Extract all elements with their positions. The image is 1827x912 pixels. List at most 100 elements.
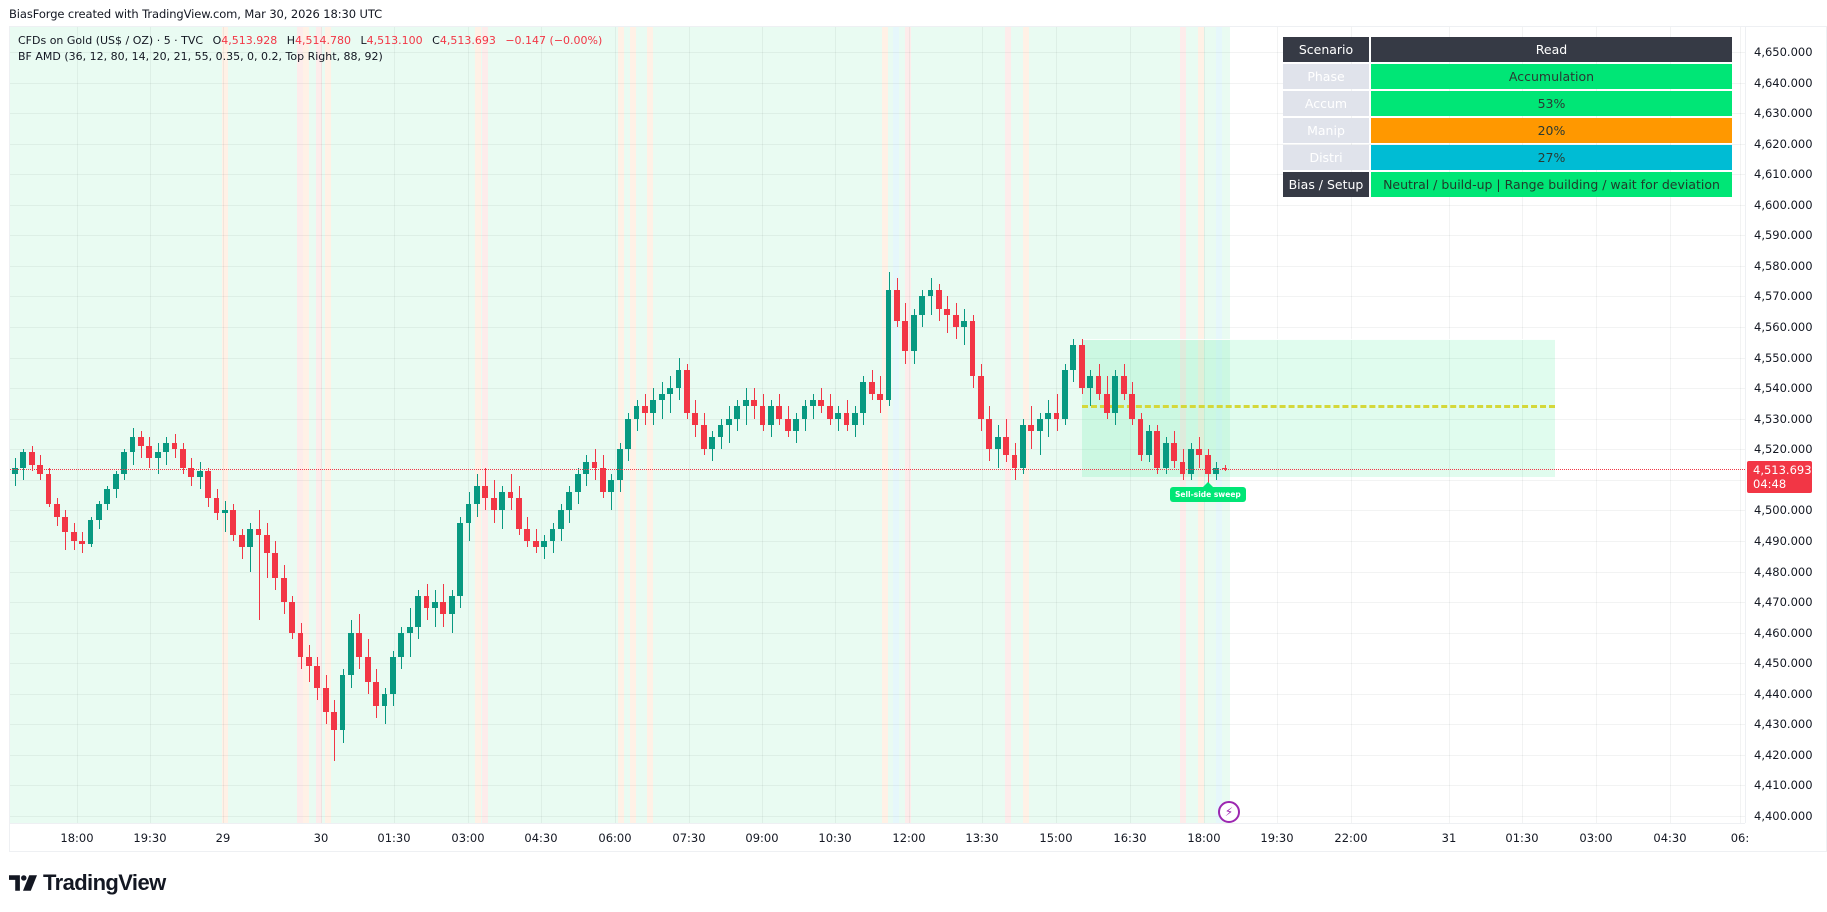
open-label: O: [212, 34, 222, 47]
lightning-icon[interactable]: ⚡: [1218, 801, 1240, 823]
last-price-line: [10, 468, 1745, 470]
candle-body: [751, 400, 758, 407]
candle-body: [625, 418, 632, 450]
candle-body: [1154, 430, 1161, 468]
candle-body: [1188, 449, 1194, 474]
candle-body: [180, 449, 186, 468]
candle-body: [616, 449, 623, 480]
high-value: 4,514.780: [295, 34, 352, 47]
time-axis[interactable]: 18:00 19:30 29 30 01:30 03:00 04:30 06:00 07:30 0…: [10, 823, 1749, 851]
candle-body: [558, 510, 564, 529]
symbol-name[interactable]: CFDs on Gold (US$ / OZ) · 5 · TVC: [18, 34, 204, 47]
sell-side-sweep-label[interactable]: Sell-side sweep: [1170, 481, 1246, 502]
candle-body: [801, 406, 808, 419]
time-tick: 04:30: [1653, 831, 1687, 845]
gridline-h: [10, 632, 1745, 634]
gridline-h: [10, 204, 1745, 206]
candle-body: [1196, 449, 1203, 456]
chart-pane[interactable]: CFDs on Gold (US$ / OZ) · 5 · TVC O 4,513…: [10, 27, 1745, 823]
gridline-h: [10, 693, 1745, 695]
time-tick: 15:00: [1039, 831, 1073, 845]
candle-body: [759, 406, 766, 425]
candle-body: [507, 492, 514, 499]
candle-body: [96, 504, 102, 520]
candle-wick: [930, 278, 932, 315]
candle-body: [364, 657, 371, 682]
candle-body: [650, 400, 657, 413]
candle-body: [1087, 375, 1094, 389]
candle-body: [566, 492, 573, 511]
low-value: 4,513.100: [366, 34, 423, 47]
tradingview-logo[interactable]: TradingView: [9, 870, 166, 896]
candle-body: [264, 534, 270, 554]
gridline-h: [10, 754, 1745, 756]
price-axis[interactable]: 4,650.000 4,640.000 4,630.000 4,620.000 4,61…: [1745, 27, 1827, 823]
table-row-label: Phase: [1283, 64, 1371, 89]
price-tick: 4,600.000: [1754, 197, 1813, 212]
table-row-value: 20%: [1371, 118, 1732, 143]
candle-body: [1221, 467, 1228, 469]
bias-setup-value: Neutral / build-up | Range building / wa…: [1371, 172, 1732, 197]
candle-body: [62, 516, 69, 532]
session-highlight-band: [316, 27, 322, 823]
candle-body: [549, 528, 556, 541]
brand-name: TradingView: [43, 870, 166, 895]
time-tick: 18:00: [60, 831, 94, 845]
candle-body: [138, 437, 144, 447]
candle-body: [1053, 412, 1060, 419]
candle-body: [700, 424, 707, 450]
candle-body: [348, 632, 354, 676]
candle-body: [1036, 418, 1043, 431]
session-highlight-band: [303, 27, 309, 823]
candle-body: [465, 504, 472, 523]
candle-body: [490, 498, 497, 511]
gridline-v: [762, 27, 763, 823]
time-tick: 09:00: [745, 831, 779, 845]
candle-wick: [224, 501, 226, 532]
candle-body: [457, 522, 464, 596]
candle-body: [1129, 394, 1136, 419]
gridline-h: [10, 52, 1745, 53]
session-highlight-band: [630, 27, 636, 823]
candle-body: [532, 540, 539, 548]
gridline-h: [10, 357, 1745, 359]
candle-body: [633, 406, 640, 419]
candle-body: [314, 666, 321, 688]
candle-wick: [1090, 369, 1092, 407]
candle-body: [1003, 437, 1010, 456]
time-tick: 01:30: [377, 831, 411, 845]
candle-body: [306, 657, 312, 667]
gridline-v: [982, 27, 983, 823]
candle-wick: [611, 473, 613, 511]
time-tick: 06:00: [598, 831, 632, 845]
price-tick: 4,550.000: [1754, 350, 1813, 365]
time-tick: 22:00: [1334, 831, 1368, 845]
indicator-legend-row[interactable]: BF AMD (36, 12, 80, 14, 20, 21, 55, 0.35…: [18, 49, 602, 65]
gridline-h: [10, 449, 1745, 451]
gridline-h: [10, 296, 1745, 298]
candle-body: [331, 712, 338, 731]
session-highlight-band: [1216, 27, 1222, 823]
candle-body: [726, 418, 732, 425]
table-row-label: Manip: [1283, 118, 1371, 143]
indicator-name[interactable]: BF AMD (36, 12, 80, 14, 20, 21, 55, 0.35…: [18, 50, 383, 63]
gridline-v: [1056, 27, 1057, 823]
time-tick: 12:00: [892, 831, 926, 845]
price-tick: 4,570.000: [1754, 289, 1813, 304]
candle-body: [339, 675, 346, 731]
table-row-accum: Accum 53%: [1283, 91, 1732, 116]
candle-body: [986, 418, 993, 450]
candle-body: [356, 632, 363, 658]
candle-body: [826, 406, 833, 419]
time-tick: 19:30: [133, 831, 167, 845]
candle-body: [280, 577, 287, 603]
gridline-h: [10, 510, 1745, 512]
candle-body: [205, 470, 212, 499]
price-tick: 4,430.000: [1754, 717, 1813, 732]
candle-body: [1213, 467, 1220, 474]
session-highlight-band: [1023, 27, 1029, 823]
table-header-row: Scenario Read: [1283, 37, 1732, 62]
candle-body: [793, 418, 800, 431]
session-highlight-band: [222, 27, 228, 823]
time-tick: 10:30: [818, 831, 852, 845]
